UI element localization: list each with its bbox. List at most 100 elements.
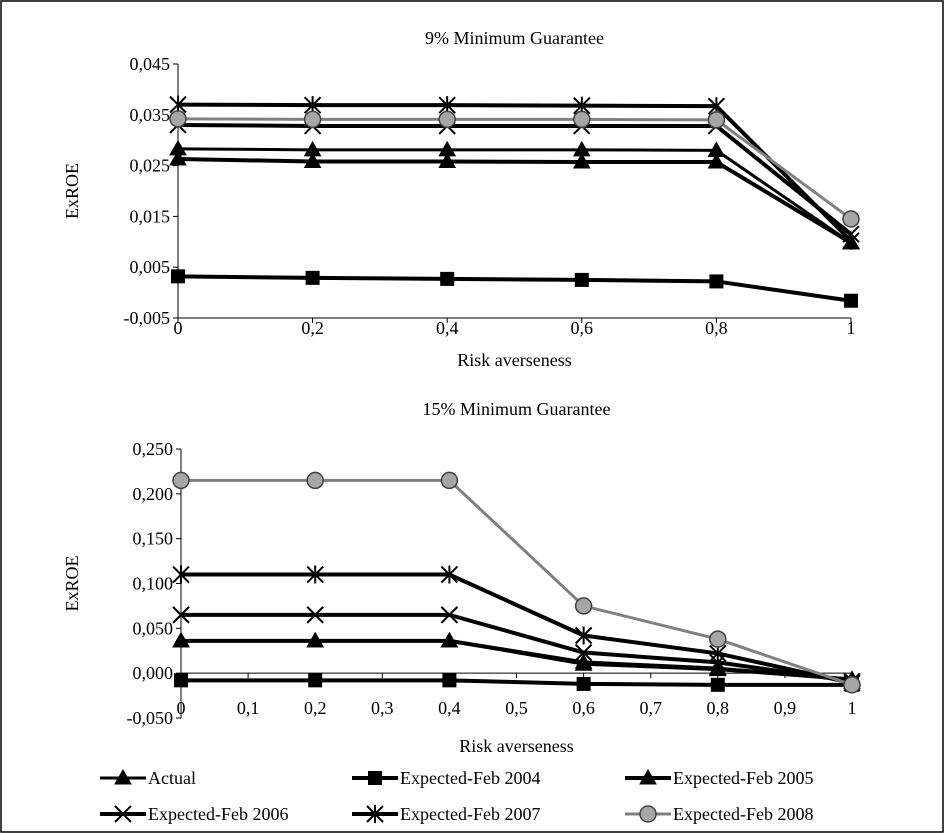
x-tick-label: 0,1 [237,698,260,718]
chart-9pct-minimum-guarantee: 9% Minimum Guarantee -0,005 0,005 0,015 0,02… [62,28,860,370]
x-tick-label: 0,4 [436,318,459,338]
legend-label: Expected-Feb 2008 [673,804,813,824]
data-point-x [440,606,459,624]
y-tick-label: -0,050 [127,708,174,728]
legend-marker-circle [639,805,657,823]
series-line [181,612,853,684]
series-line [181,572,853,685]
series-line [181,678,852,687]
legend-entry: Expected-Feb 2007 [352,804,540,824]
y-tick-label: 0,045 [130,54,171,74]
x-tick-label: 0,8 [705,318,728,338]
data-point-triangle [169,149,187,166]
data-point-circle [306,471,324,490]
legend-entry: Expected-Feb 2006 [100,804,288,824]
series-line [177,117,852,221]
data-point-star [172,565,190,584]
y-tick-label: 0,000 [133,663,174,683]
legend-entry: Expected-Feb 2004 [352,768,540,788]
legend-entry: Expected-Feb 2005 [625,768,813,788]
data-point-star [574,626,593,645]
y-tick-label: 0,050 [133,618,174,638]
legend-label: Expected-Feb 2004 [400,768,540,788]
data-point-triangle [438,152,457,169]
legend-marker-star [366,805,384,823]
data-point-circle [707,111,726,129]
x-tick-label: 0,6 [571,318,594,338]
chart-15pct-minimum-guarantee: 15% Minimum Guarantee -0,050 0,000 0,050 0,1… [62,399,861,756]
data-point-square [709,274,724,289]
y-tick-label: 0,100 [133,574,174,594]
data-point-square [442,673,457,688]
data-point-triangle [303,152,322,169]
legend-label: Expected-Feb 2005 [673,768,813,788]
x-tick-label: 0,4 [438,698,461,718]
y-axis-label: ExROE [62,556,82,612]
x-tick-label: 0,2 [301,318,324,338]
data-point-circle [842,210,860,228]
x-tick-label: 0,8 [707,698,730,718]
data-point-square [171,269,185,284]
series-expected-feb-2008 [172,471,861,694]
legend: Actual Expected-Feb 2004 Expected-Feb 2005… [100,768,813,824]
data-point-circle [574,597,593,615]
y-tick-label: -0,005 [124,308,171,328]
x-tick-label: 0,2 [304,698,327,718]
data-point-triangle [572,153,591,169]
legend-label: Expected-Feb 2007 [400,804,540,824]
x-tick-label: 0 [174,318,183,338]
y-tick-label: 0,150 [133,529,174,549]
chart-title: 9% Minimum Guarantee [425,28,604,48]
data-point-square [574,272,589,287]
series-line [181,638,853,682]
x-axis-label: Risk averseness [459,736,573,756]
x-tick-label: 1 [848,698,857,718]
data-point-x [574,643,593,662]
y-tick-label: 0,015 [130,206,171,226]
series-line [177,274,852,303]
data-point-triangle [440,631,459,648]
y-axis-label: ExROE [62,163,82,219]
x-tick-label: 0,5 [505,698,528,718]
legend-marker-x [114,805,132,823]
legend-entry: Actual [100,768,196,788]
data-point-circle [169,110,187,128]
x-tick-label: 0,3 [371,698,394,718]
series-line [177,102,853,243]
data-point-triangle [574,653,593,669]
series-expected-feb-2008 [169,110,860,228]
series-line [181,478,853,687]
data-point-square [844,293,858,308]
y-tick-label: 0,035 [130,105,171,125]
data-point-circle [303,110,322,129]
legend-marker-square [368,771,382,785]
y-tick-label: 0,005 [130,257,171,277]
x-tick-label: 0 [177,698,186,718]
data-point-circle [573,110,591,129]
data-point-square [710,677,725,692]
x-axis-label: Risk averseness [457,350,571,370]
series-expected-feb-2007 [169,95,860,250]
data-point-square [308,673,323,688]
y-tick-label: 0,200 [133,484,174,504]
x-tick-label: 0,7 [639,698,662,718]
data-point-x [172,606,190,624]
data-point-triangle [172,631,190,648]
data-point-circle [709,630,727,648]
data-point-square [440,271,455,286]
legend-label: Actual [148,768,196,788]
series-line [177,156,853,245]
legend-marker-triangle [114,768,132,785]
y-tick-label: 0,025 [130,156,171,176]
data-point-star [440,565,459,584]
series-expected-feb-2004 [171,269,858,308]
y-tick-label: 0,250 [133,439,174,459]
data-point-circle [172,471,190,490]
data-point-triangle [306,631,325,648]
legend-marker-triangle [639,768,657,785]
legend-entry: Expected-Feb 2008 [625,804,813,824]
data-point-triangle [707,153,726,169]
data-point-square [174,673,188,688]
